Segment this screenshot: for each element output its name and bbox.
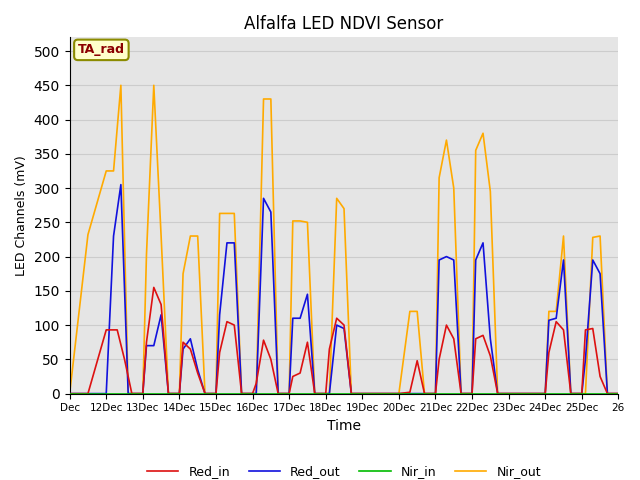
- Text: TA_rad: TA_rad: [78, 43, 125, 56]
- Legend: Red_in, Red_out, Nir_in, Nir_out: Red_in, Red_out, Nir_in, Nir_out: [142, 460, 546, 480]
- Red_out: [66, 391, 74, 396]
- Nir_out: [552, 309, 560, 314]
- Line: Nir_out: Nir_out: [70, 85, 618, 394]
- Red_out: [340, 325, 348, 331]
- X-axis label: Time: Time: [327, 419, 361, 433]
- Nir_out: [117, 83, 125, 88]
- Y-axis label: LED Channels (mV): LED Channels (mV): [15, 155, 28, 276]
- Nir_out: [212, 391, 220, 396]
- Red_in: [296, 370, 304, 376]
- Red_in: [212, 391, 220, 396]
- Red_in: [596, 373, 604, 379]
- Nir_out: [237, 391, 245, 396]
- Red_out: [237, 391, 245, 396]
- Red_in: [340, 322, 348, 328]
- Nir_out: [340, 206, 348, 212]
- Red_in: [614, 391, 622, 396]
- Nir_out: [596, 233, 604, 239]
- Red_out: [552, 315, 560, 321]
- Red_out: [296, 315, 304, 321]
- Red_out: [117, 182, 125, 188]
- Red_out: [614, 391, 622, 396]
- Nir_out: [66, 391, 74, 396]
- Red_out: [596, 271, 604, 276]
- Title: Alfalfa LED NDVI Sensor: Alfalfa LED NDVI Sensor: [244, 15, 444, 33]
- Line: Red_in: Red_in: [70, 288, 618, 394]
- Red_in: [552, 319, 560, 324]
- Nir_out: [614, 391, 622, 396]
- Red_out: [212, 391, 220, 396]
- Nir_out: [296, 218, 304, 224]
- Red_in: [150, 285, 157, 290]
- Line: Red_out: Red_out: [70, 185, 618, 394]
- Red_in: [237, 391, 245, 396]
- Red_in: [66, 391, 74, 396]
